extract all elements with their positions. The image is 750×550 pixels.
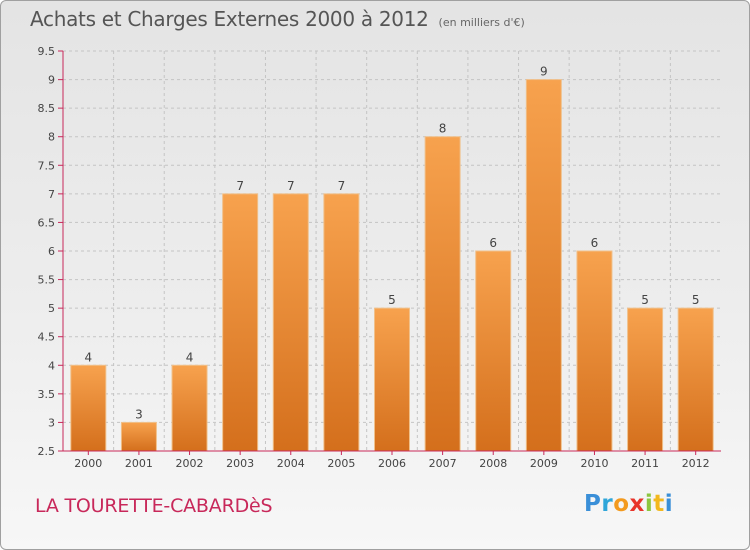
bar-value-label: 5 (692, 293, 700, 307)
y-tick-label: 8 (48, 131, 55, 144)
x-tick-label: 2006 (378, 457, 406, 470)
bar (576, 250, 613, 452)
chart-subtitle: (en milliers d'€) (438, 16, 525, 29)
bar-value-label: 5 (641, 293, 649, 307)
bar-value-label: 8 (439, 122, 447, 136)
x-tick-label: 2009 (530, 457, 558, 470)
bar-value-label: 9 (540, 65, 548, 79)
y-tick-label: 2.5 (38, 445, 56, 458)
y-tick-label: 7.5 (38, 159, 56, 172)
y-tick-label: 4.5 (38, 331, 56, 344)
y-tick-label: 5.5 (38, 274, 56, 287)
title-block: Achats et Charges Externes 2000 à 2012 (e… (30, 7, 525, 31)
bar-value-label: 5 (388, 293, 396, 307)
x-tick-label: 2001 (125, 457, 153, 470)
proxiti-logo: Proxiti (584, 491, 673, 517)
bar-value-label: 3 (135, 407, 143, 421)
bar (171, 364, 208, 452)
bar (424, 136, 461, 452)
bar (70, 364, 107, 452)
x-tick-label: 2005 (327, 457, 355, 470)
y-tick-label: 4 (48, 359, 55, 372)
location-name: LA TOURETTE-CABARDèS (35, 495, 273, 517)
bar (627, 307, 664, 452)
x-tick-label: 2012 (682, 457, 710, 470)
logo-letter: i (644, 491, 654, 517)
y-tick-label: 7 (48, 188, 55, 201)
bar (374, 307, 410, 452)
logo-letter: t (653, 491, 665, 517)
x-tick-label: 2004 (277, 457, 305, 470)
y-tick-label: 6.5 (38, 216, 56, 229)
bar-value-label: 7 (338, 179, 346, 193)
x-tick-label: 2003 (226, 457, 254, 470)
logo-letter: i (664, 491, 674, 517)
bar (677, 307, 714, 452)
bar (120, 421, 157, 452)
y-tick-label: 9.5 (38, 45, 56, 58)
logo-letter: x (629, 491, 645, 517)
y-tick-label: 5 (48, 302, 55, 315)
bar-value-label: 7 (287, 179, 295, 193)
y-tick-label: 3.5 (38, 388, 56, 401)
bar (525, 79, 562, 452)
y-tick-label: 6 (48, 245, 55, 258)
bar (475, 250, 512, 452)
logo-letter: P (584, 491, 602, 517)
x-tick-label: 2002 (176, 457, 204, 470)
x-tick-label: 2000 (74, 457, 102, 470)
bar (222, 193, 259, 452)
logo-letter: r (601, 491, 614, 517)
bar-value-label: 6 (489, 236, 497, 250)
y-tick-label: 3 (48, 416, 55, 429)
logo-letter: o (613, 491, 630, 517)
chart-title: Achats et Charges Externes 2000 à 2012 (30, 7, 429, 31)
x-tick-label: 2011 (631, 457, 659, 470)
bar (272, 193, 309, 452)
y-tick-label: 9 (48, 74, 55, 87)
bar-value-label: 4 (84, 350, 92, 364)
x-tick-label: 2010 (580, 457, 608, 470)
x-tick-label: 2007 (429, 457, 457, 470)
bar-value-label: 7 (236, 179, 244, 193)
bar-value-label: 6 (591, 236, 599, 250)
bar (323, 193, 360, 452)
bar-value-label: 4 (186, 350, 194, 364)
y-tick-label: 8.5 (38, 102, 56, 115)
x-tick-label: 2008 (479, 457, 507, 470)
